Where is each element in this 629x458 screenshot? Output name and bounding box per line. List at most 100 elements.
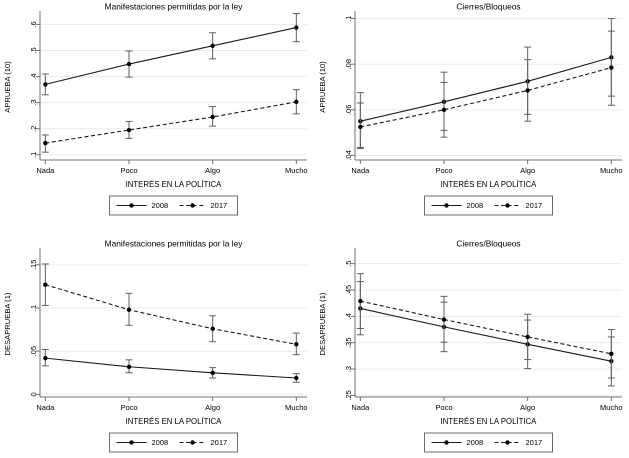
legend-box	[109, 432, 238, 453]
x-tick-label: Mucho	[285, 403, 308, 412]
chart-aprueba-cierres: .04 .06 .08 .1 Nada Poco Algo Mucho APRUEBA (10)…	[318, 2, 622, 216]
x-tick-label: Nada	[36, 166, 55, 175]
y-tick-label: .15	[29, 260, 38, 270]
y-tick-label: .1	[29, 305, 38, 311]
x-tick-label: Algo	[205, 166, 220, 175]
legend-label: 2008	[152, 438, 169, 447]
x-tick-label: Nada	[36, 403, 55, 412]
series-line-2008	[45, 27, 297, 85]
data-point-marker	[294, 375, 299, 381]
data-point-marker	[441, 317, 446, 322]
legend-marker	[443, 440, 449, 445]
series-line-2017	[45, 101, 297, 144]
y-tick-label: .4	[29, 73, 38, 79]
axes: .25 .3 .35 .4 .45 .5 Nada Poco Algo Mucho	[343, 248, 622, 412]
y-tick-label: .3	[29, 100, 38, 106]
legend-label: 2017	[525, 438, 542, 447]
chart-panel-bottom-left: 0 .05 .1 .15 Nada Poco Algo Mucho DESAPRUEBA (1)…	[0, 229, 315, 458]
chart-aprueba-manifestaciones: .1 .2 .3 .4 .5 .6 Nada Poco Algo Mucho APRUEBA (10…	[3, 2, 308, 216]
legend-label: 2017	[525, 201, 542, 210]
y-tick-label: .6	[29, 21, 38, 27]
legend-marker	[443, 203, 449, 208]
legend-label: 2017	[211, 201, 228, 210]
data-point-marker	[126, 61, 132, 67]
y-tick-label: .45	[343, 285, 352, 295]
y-tick-label: .5	[29, 47, 38, 53]
y-axis-title: DESAPRUEBA (1)	[3, 292, 12, 355]
x-tick-label: Mucho	[600, 403, 623, 412]
chart-desaprueba-manifestaciones: 0 .05 .1 .15 Nada Poco Algo Mucho DESAPRUEBA (1)…	[3, 239, 308, 453]
y-tick-label: .35	[343, 337, 352, 347]
data-point-marker	[210, 326, 215, 331]
legend: 2008 2017	[109, 195, 238, 216]
legend-box	[423, 195, 553, 216]
x-tick-label: Mucho	[285, 166, 308, 175]
series-2017	[41, 263, 300, 356]
x-axis-title: INTERÉS EN LA POLÍTICA	[126, 417, 223, 426]
y-tick-label: .05	[29, 346, 38, 356]
legend-marker	[190, 440, 195, 445]
legend-marker	[129, 203, 134, 208]
y-tick-label: 0	[29, 392, 38, 396]
data-point-marker	[210, 43, 215, 49]
data-point-marker	[294, 99, 299, 105]
chart-title: Manifestaciones permitidas por la ley	[105, 2, 244, 12]
data-point-marker	[441, 107, 446, 113]
data-point-marker	[608, 65, 614, 70]
gridlines	[40, 264, 307, 395]
series-line-2008	[359, 307, 611, 362]
x-tick-label: Poco	[120, 403, 137, 412]
legend-marker	[504, 203, 510, 208]
series-line-2008	[359, 56, 611, 122]
data-point-marker	[524, 334, 530, 340]
series-line-2008	[45, 357, 297, 379]
series-2017	[356, 273, 615, 379]
y-tick-label: .2	[29, 126, 38, 132]
y-tick-label: .4	[343, 313, 352, 319]
y-tick-label: .04	[343, 150, 352, 160]
axes: .1 .2 .3 .4 .5 .6 Nada Poco Algo Mucho	[29, 11, 308, 175]
legend-label: 2008	[152, 201, 169, 210]
y-axis-title: APRUEBA (10)	[318, 61, 327, 113]
y-tick-label: .5	[343, 261, 352, 267]
x-axis-title: INTERÉS EN LA POLÍTICA	[126, 180, 223, 189]
y-tick-label: .25	[343, 390, 352, 400]
data-point-marker	[43, 282, 48, 287]
y-axis-title: APRUEBA (10)	[3, 61, 12, 113]
data-point-marker	[126, 127, 132, 133]
x-tick-label: Algo	[520, 166, 535, 175]
legend-box	[423, 432, 553, 453]
data-point-marker	[43, 140, 48, 146]
y-tick-label: .1	[343, 15, 352, 21]
x-tick-label: Poco	[120, 166, 137, 175]
data-point-marker	[210, 114, 215, 120]
legend-marker	[190, 203, 195, 208]
series-2008	[41, 348, 300, 383]
series-line-2017	[359, 67, 611, 128]
legend-box	[109, 195, 238, 216]
legend: 2008 2017	[423, 432, 553, 453]
legend: 2008 2017	[109, 432, 238, 453]
y-tick-label: .1	[29, 152, 38, 158]
gridlines	[355, 263, 622, 396]
data-point-marker	[294, 342, 299, 347]
axes: .04 .06 .08 .1 Nada Poco Algo Mucho	[343, 11, 622, 175]
legend-label: 2008	[466, 438, 483, 447]
x-tick-label: Poco	[435, 403, 452, 412]
data-point-marker	[357, 298, 363, 304]
y-tick-label: .3	[343, 366, 352, 372]
x-tick-label: Nada	[351, 166, 370, 175]
x-tick-label: Poco	[435, 166, 452, 175]
y-tick-label: .08	[343, 59, 352, 69]
axes: 0 .05 .1 .15 Nada Poco Algo Mucho	[29, 248, 308, 412]
data-point-marker	[357, 124, 363, 130]
legend-marker	[129, 440, 134, 445]
data-point-marker	[126, 307, 132, 312]
series-line-2017	[359, 300, 611, 355]
legend-label: 2008	[466, 201, 483, 210]
legend: 2008 2017	[423, 195, 553, 216]
chart-title: Cierres/Bloqueos	[456, 2, 520, 12]
data-point-marker	[43, 355, 48, 361]
legend-label: 2017	[211, 438, 228, 447]
